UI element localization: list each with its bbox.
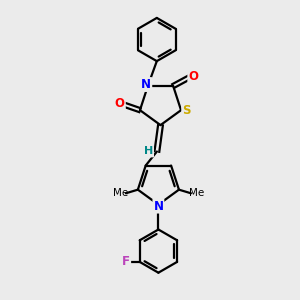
Text: F: F [122,255,130,268]
Text: N: N [153,200,164,213]
Text: O: O [115,97,125,110]
Text: N: N [141,78,151,91]
Text: O: O [188,70,198,83]
Text: H: H [144,146,153,157]
Text: Me: Me [113,188,128,198]
Text: S: S [182,104,191,117]
Text: Me: Me [189,188,204,198]
